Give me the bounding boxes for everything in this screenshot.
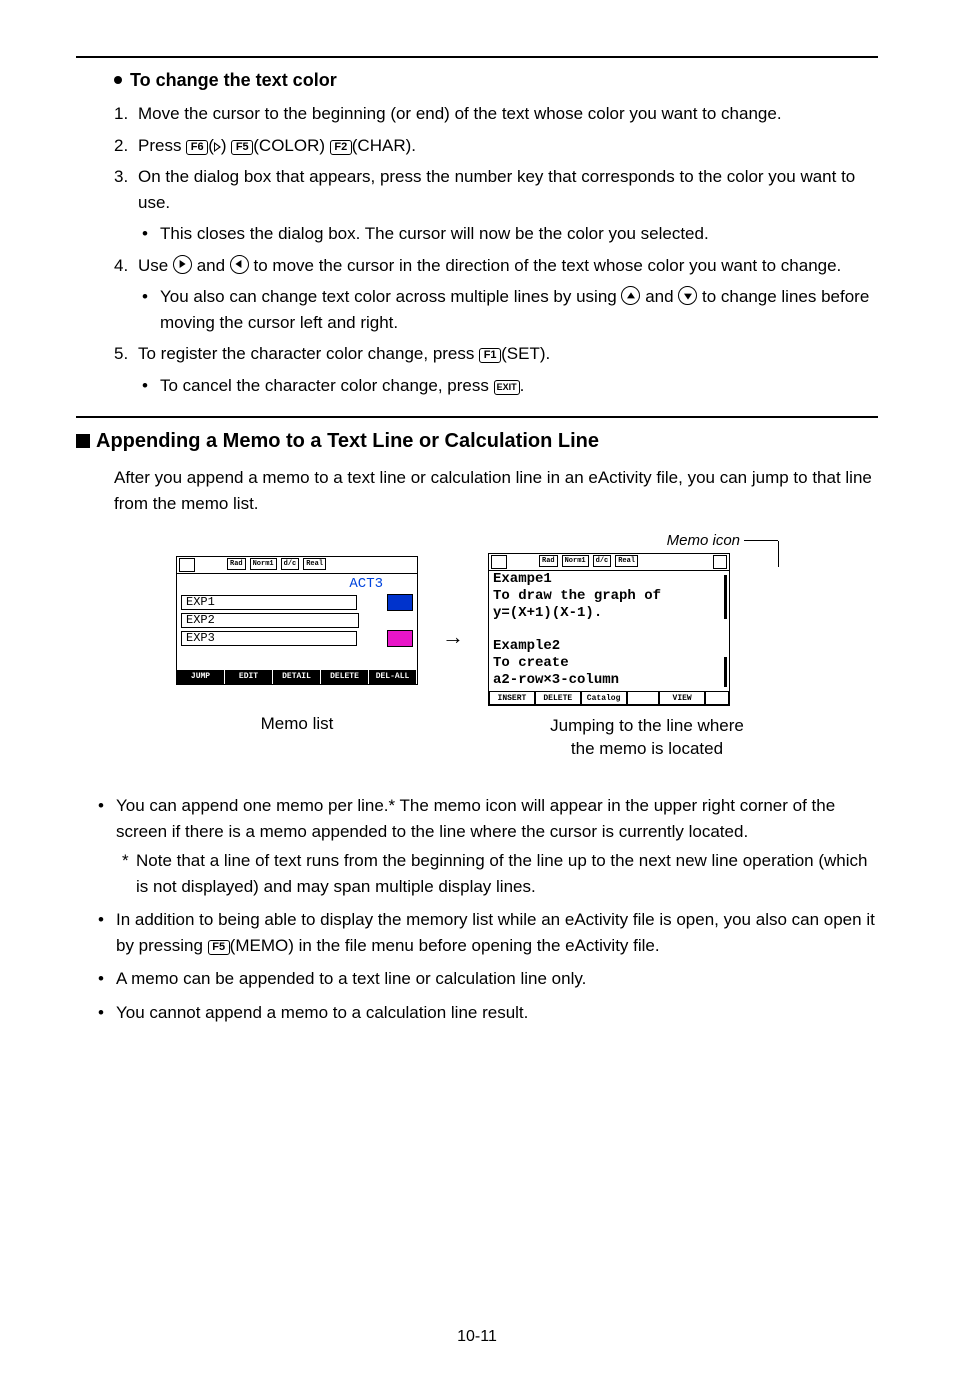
bullet-item: •You cannot append a memo to a calculati… (98, 1000, 878, 1026)
bullet-item: •You can append one memo per line.* The … (98, 793, 878, 844)
cursor-left-icon (230, 255, 249, 274)
figure-captions: Memo list Jumping to the line where the … (76, 714, 878, 762)
text-line: To create (493, 655, 723, 672)
page-number: 10-11 (0, 1328, 954, 1346)
figure-row: Rad Norm1 d/c Real ACT3 EXP1 EXP2 EXP3 J… (76, 532, 878, 706)
calc-screen-left: Rad Norm1 d/c Real ACT3 EXP1 EXP2 EXP3 J… (176, 556, 418, 685)
text-line (493, 621, 723, 638)
calc-screen-right: Rad Norm1 d/c Real Exampe1 To draw the g… (488, 553, 730, 706)
key-f6: F6 (186, 140, 208, 155)
text-line: a2-row×3-column (493, 672, 723, 689)
step-5: 5. To register the character color chang… (114, 341, 878, 367)
step-1: 1. Move the cursor to the beginning (or … (114, 101, 878, 127)
memo-icon-label-line: Memo icon (488, 532, 778, 549)
section-2-intro: After you append a memo to a text line o… (114, 465, 878, 516)
folder-icon (179, 558, 195, 572)
key-exit: EXIT (494, 380, 520, 395)
key-f5: F5 (208, 940, 230, 955)
step-3: 3. On the dialog box that appears, press… (114, 164, 878, 215)
memo-icon (713, 555, 727, 569)
arrow-icon: → (438, 624, 468, 650)
cursor-up-icon (621, 286, 640, 305)
cursor-down-icon (678, 286, 697, 305)
list-item: EXP2 (181, 613, 359, 628)
section-title-2: Appending a Memo to a Text Line or Calcu… (76, 430, 878, 453)
bullet-item: • In addition to being able to display t… (98, 907, 878, 958)
bullet-item: •A memo can be appended to a text line o… (98, 966, 878, 992)
step-3-sub: •This closes the dialog box. The cursor … (142, 221, 878, 247)
step-2: 2. Press F6() F5(COLOR) F2(CHAR). (114, 133, 878, 159)
key-f1: F1 (479, 348, 501, 363)
text-line: Example2 (493, 638, 723, 655)
folder-icon (491, 555, 507, 569)
calc-menu: JUMP EDIT DETAIL DELETE DEL-ALL (177, 670, 417, 684)
key-f2: F2 (330, 140, 352, 155)
step-4-sub: • You also can change text color across … (142, 284, 878, 335)
footnote: *Note that a line of text runs from the … (122, 848, 878, 899)
section-title-1: To change the text color (114, 70, 878, 91)
act-title: ACT3 (181, 576, 413, 592)
calc-menu: INSERT DELETE Catalog VIEW (489, 691, 729, 705)
text-line: Exampe1 (493, 571, 723, 588)
text-line: y=(X+1)(X-1). (493, 605, 723, 622)
step-5-sub: • To cancel the character color change, … (142, 373, 878, 399)
cursor-right-icon (173, 255, 192, 274)
strip-icon (387, 630, 413, 647)
triangle-icon (214, 142, 221, 152)
key-f5: F5 (231, 140, 253, 155)
strip-icon (387, 594, 413, 611)
list-item: EXP3 (181, 631, 357, 646)
text-line: To draw the graph of (493, 588, 723, 605)
step-4: 4. Use and to move the cursor in the dir… (114, 253, 878, 279)
list-item: EXP1 (181, 595, 357, 610)
